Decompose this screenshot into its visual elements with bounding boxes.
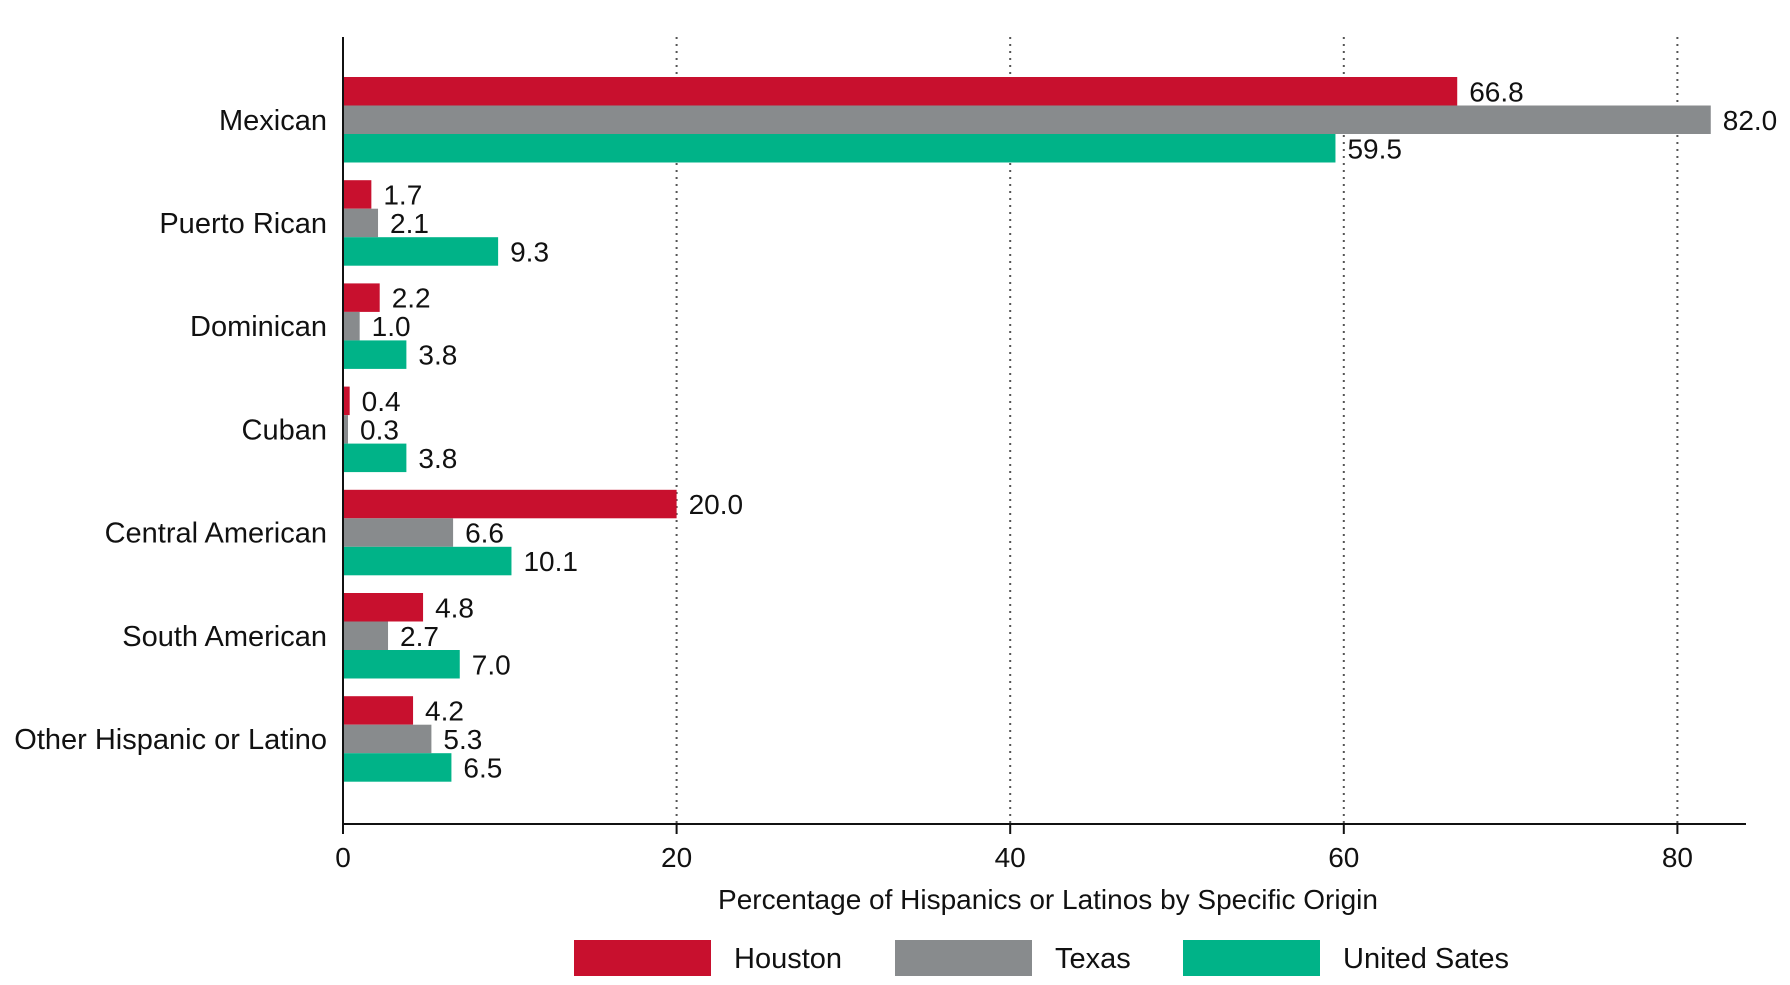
- value-label-united-sates-mexican: 59.5: [1347, 133, 1402, 164]
- bar-houston-mexican: [343, 77, 1458, 106]
- category-label-central-american: Central American: [105, 518, 327, 550]
- x-tick-label-20: 20: [661, 842, 692, 873]
- bar-united-sates-other-hispanic-or-latino: [343, 753, 452, 782]
- value-label-texas-central-american: 6.6: [465, 518, 504, 549]
- value-label-united-sates-central-american: 10.1: [523, 546, 578, 577]
- value-label-united-sates-south-american: 7.0: [472, 649, 511, 680]
- value-label-united-sates-cuban: 3.8: [418, 443, 457, 474]
- value-label-united-sates-puerto-rican: 9.3: [510, 236, 549, 267]
- value-label-texas-dominican: 1.0: [372, 311, 411, 342]
- legend-label-houston: Houston: [734, 943, 842, 975]
- bar-houston-cuban: [343, 386, 350, 416]
- legend-label-texas: Texas: [1055, 943, 1131, 975]
- value-label-texas-mexican: 82.0: [1723, 105, 1778, 136]
- legend: Houston Texas United Sates: [574, 940, 1509, 976]
- x-tick-label-60: 60: [1328, 842, 1359, 873]
- legend-swatch-houston: [574, 940, 711, 976]
- value-label-texas-south-american: 2.7: [400, 621, 439, 652]
- bar-houston-central-american: [343, 489, 677, 519]
- value-label-texas-cuban: 0.3: [360, 414, 399, 445]
- category-label-cuban: Cuban: [242, 414, 327, 446]
- value-label-united-sates-dominican: 3.8: [418, 340, 457, 371]
- category-label-mexican: Mexican: [219, 105, 327, 137]
- category-label-other-hispanic-or-latino: Other Hispanic or Latino: [14, 724, 327, 756]
- bar-united-sates-mexican: [343, 134, 1336, 163]
- x-tick-label-40: 40: [995, 842, 1026, 873]
- bars-layer: [343, 77, 1711, 782]
- bar-united-sates-central-american: [343, 546, 512, 576]
- bar-united-sates-puerto-rican: [343, 237, 499, 266]
- bar-texas-dominican: [343, 311, 360, 341]
- bar-texas-cuban: [343, 415, 349, 444]
- value-label-houston-south-american: 4.8: [435, 592, 474, 623]
- bar-texas-mexican: [343, 105, 1711, 134]
- bar-united-sates-south-american: [343, 650, 460, 679]
- grid-layer: [675, 37, 1679, 824]
- value-label-houston-puerto-rican: 1.7: [383, 179, 422, 210]
- x-tick-label-0: 0: [335, 842, 351, 873]
- value-label-houston-dominican: 2.2: [392, 283, 431, 314]
- bar-houston-dominican: [343, 283, 380, 312]
- value-label-united-sates-other-hispanic-or-latino: 6.5: [463, 752, 502, 783]
- bar-houston-south-american: [343, 593, 424, 622]
- bar-houston-puerto-rican: [343, 180, 372, 209]
- bar-texas-puerto-rican: [343, 208, 379, 238]
- bar-texas-other-hispanic-or-latino: [343, 724, 432, 754]
- axes-layer: [342, 37, 1746, 834]
- category-label-puerto-rican: Puerto Rican: [159, 208, 327, 240]
- value-label-houston-other-hispanic-or-latino: 4.2: [425, 695, 464, 726]
- bar-houston-other-hispanic-or-latino: [343, 696, 414, 725]
- bar-texas-central-american: [343, 518, 454, 547]
- value-label-houston-mexican: 66.8: [1469, 76, 1524, 107]
- legend-label-united-sates: United Sates: [1343, 943, 1509, 975]
- bar-united-sates-dominican: [343, 340, 407, 369]
- x-tick-label-80: 80: [1662, 842, 1693, 873]
- legend-swatch-texas: [895, 940, 1032, 976]
- category-label-dominican: Dominican: [190, 311, 327, 343]
- bar-united-sates-cuban: [343, 443, 407, 473]
- value-label-houston-cuban: 0.4: [362, 386, 401, 417]
- value-label-houston-central-american: 20.0: [689, 489, 744, 520]
- x-axis-title: Percentage of Hispanics or Latinos by Sp…: [718, 884, 1378, 915]
- bar-texas-south-american: [343, 621, 389, 650]
- labels-layer: 0 20 40 60 80 Mexican 66.8 82.0 59.5 Puerto Rican…: [14, 76, 1777, 873]
- category-label-south-american: South American: [122, 621, 327, 653]
- value-label-texas-puerto-rican: 2.1: [390, 208, 429, 239]
- value-label-texas-other-hispanic-or-latino: 5.3: [443, 724, 482, 755]
- legend-swatch-united-sates: [1183, 940, 1320, 976]
